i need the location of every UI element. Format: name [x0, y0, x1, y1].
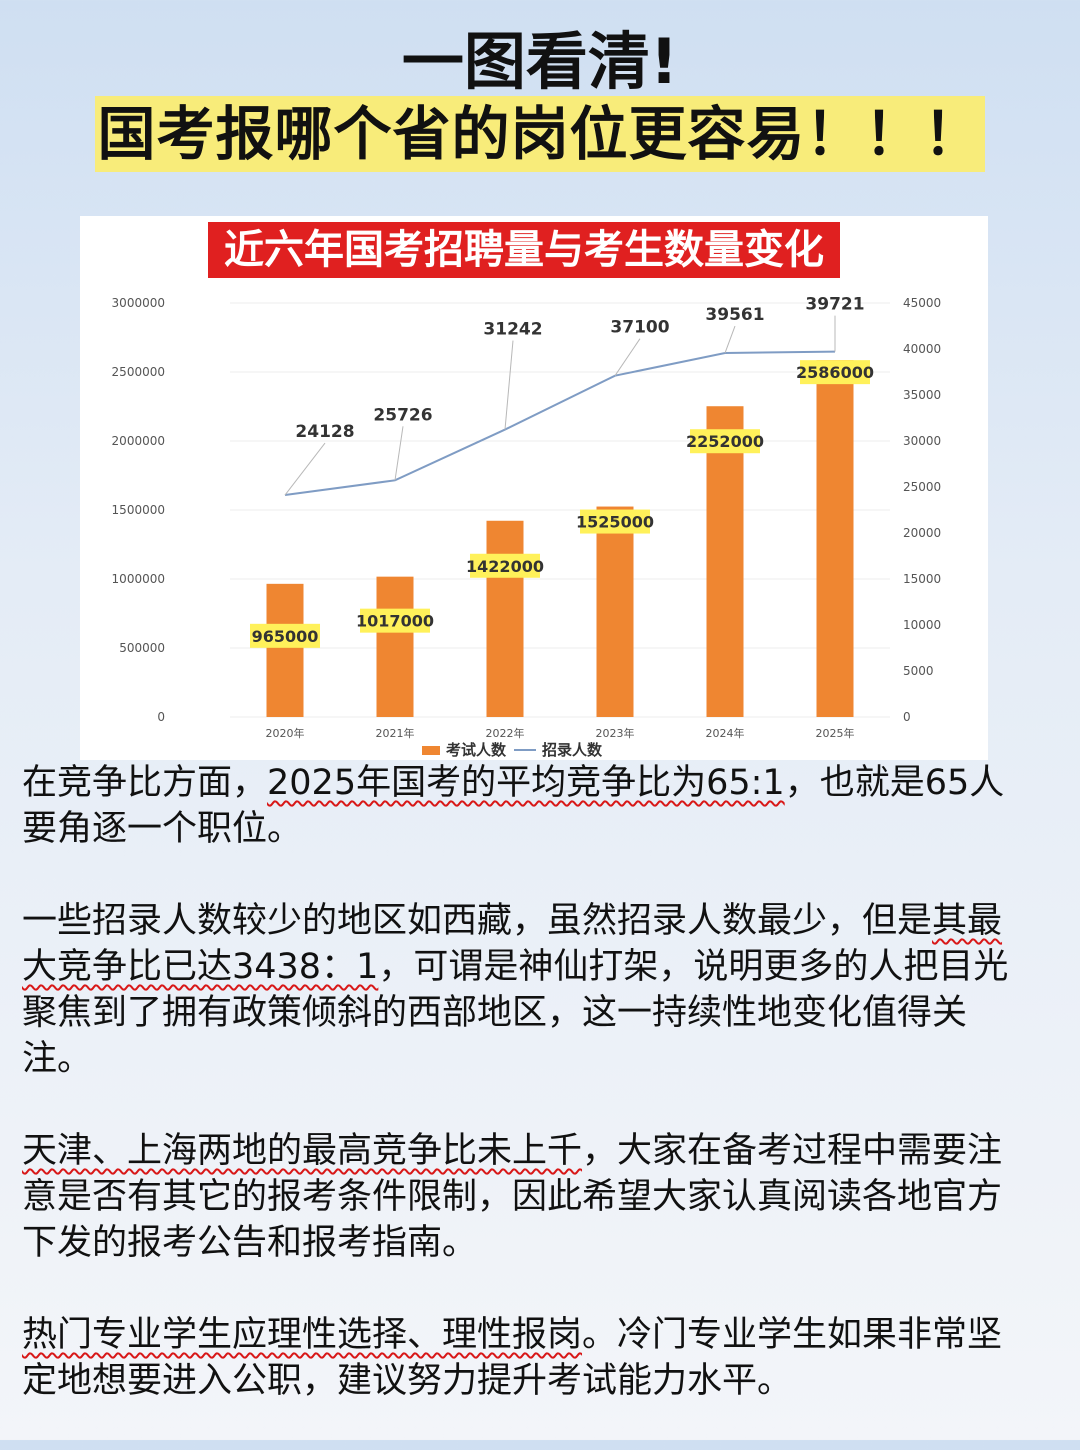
bar-label-bg	[690, 429, 760, 454]
y-right-tick-label: 15000	[903, 572, 941, 586]
bar-data-label-2024年: 2252000	[686, 432, 764, 451]
paragraph-2: 一些招录人数较少的地区如西藏，虽然招录人数最少，但是其最大竞争比已达3438：1…	[22, 898, 1032, 1082]
legend-label-line: 招录人数	[542, 741, 603, 759]
legend-swatch-bar	[422, 746, 440, 755]
x-tick-label: 2021年	[376, 726, 415, 740]
page-subtitle: 国考报哪个省的岗位更容易！！！	[95, 96, 985, 172]
y-right-tick-label: 10000	[903, 618, 941, 632]
paragraph-2-pre: 一些招录人数较少的地区如西藏，虽然招录人数最少，但是	[22, 901, 933, 941]
article-body: 在竞争比方面，2025年国考的平均竞争比为65:1，也就是65人要角逐一个职位。…	[22, 760, 1032, 1450]
line-recruit	[284, 350, 836, 497]
legend-label-bar: 考试人数	[446, 741, 507, 759]
bar-exam-2025年	[816, 360, 854, 717]
bar-label-bg	[580, 509, 650, 534]
x-tick-label: 2023年	[596, 726, 635, 740]
y-left-tick-label: 500000	[119, 641, 165, 655]
bar-exam-2020年	[266, 583, 304, 717]
line-data-label-2022年: 31242	[483, 320, 542, 340]
paragraph-3: 天津、上海两地的最高竞争比未上千，大家在备考过程中需要注意是否有其它的报考条件限…	[22, 1128, 1032, 1266]
y-left-tick-label: 0	[157, 710, 165, 724]
y-left-tick-label: 1000000	[112, 572, 165, 586]
y-right-tick-label: 0	[903, 710, 911, 724]
chart: 0 500000 1000000 1500000 2000000 2500000 30000…	[112, 295, 942, 759]
bar-exam-2024年	[706, 406, 744, 717]
y-right-tick-label: 30000	[903, 434, 941, 448]
paragraph-2-post: ，可谓是神仙打架，说明更多的人把目光聚焦到了拥有政策倾斜的西部地区，这一持续性地…	[22, 947, 1009, 1079]
paragraph-1-pre: 在竞争比方面，	[22, 763, 268, 803]
paragraph-1: 在竞争比方面，2025年国考的平均竞争比为65:1，也就是65人要角逐一个职位。	[22, 760, 1032, 852]
bar-exam-2023年	[596, 506, 634, 717]
line-data-label-2021年: 25726	[373, 405, 432, 425]
bar-data-label-2025年: 2586000	[796, 363, 874, 382]
x-tick-label: 2022年	[486, 726, 525, 740]
paragraph-3-post: ，大家在备考过程中需要注意是否有其它的报考条件限制，因此希望大家认真阅读各地官方…	[22, 1131, 1003, 1263]
chart-title: 近六年国考招聘量与考生数量变化	[208, 222, 840, 278]
line-label-leader	[504, 340, 514, 430]
paragraph-4-highlight: 热门专业学生应理性选择、理性报岗	[22, 1315, 583, 1355]
line-label-leader	[614, 338, 641, 376]
bar-label-bg	[470, 553, 540, 578]
line-data-label-2020年: 24128	[295, 422, 354, 442]
y-right-tick-label: 20000	[903, 526, 941, 540]
line-label-leader	[394, 426, 404, 481]
bar-label-bg	[250, 623, 320, 648]
bar-data-label-2022年: 1422000	[466, 557, 544, 576]
bar-data-label-2023年: 1525000	[576, 513, 654, 532]
paragraph-1-post: ，也就是65人要角逐一个职位。	[22, 763, 1005, 849]
page-title: 一图看清!	[401, 25, 679, 98]
x-tick-label: 2024年	[706, 726, 745, 740]
y-right-tick-label: 25000	[903, 480, 941, 494]
paragraph-4-post: 。冷门专业学生如果非常坚定地想要进入公职，建议努力提升考试能力水平。	[22, 1315, 1003, 1401]
paragraph-4: 热门专业学生应理性选择、理性报岗。冷门专业学生如果非常坚定地想要进入公职，建议努…	[22, 1312, 1032, 1404]
chart-card: 0 500000 1000000 1500000 2000000 2500000 30000…	[80, 216, 988, 760]
bar-data-label-2020年: 965000	[252, 627, 319, 646]
line-label-leader	[284, 442, 326, 496]
x-tick-label: 2020年	[266, 726, 305, 740]
paragraph-2-highlight: 其最大竞争比已达3438：1	[22, 901, 1003, 987]
bar-label-bg	[800, 360, 870, 385]
y-left-tick-label: 2500000	[112, 365, 165, 379]
x-tick-label: 2025年	[816, 726, 855, 740]
y-right-tick-label: 5000	[903, 664, 934, 678]
line-data-label-2024年: 39561	[705, 305, 764, 325]
y-right-tick-label: 40000	[903, 342, 941, 356]
y-left-tick-label: 3000000	[112, 296, 165, 310]
y-right-tick-label: 45000	[903, 296, 941, 310]
line-label-leader	[724, 325, 736, 354]
paragraph-3-highlight: 天津、上海两地的最高竞争比未上千	[22, 1131, 583, 1171]
y-left-tick-label: 2000000	[112, 434, 165, 448]
line-data-label-2023年: 37100	[610, 318, 669, 338]
paragraph-1-highlight: 2025年国考的平均竞争比为65:1	[267, 763, 785, 803]
y-right-tick-label: 35000	[903, 388, 941, 402]
bar-label-bg	[360, 608, 430, 633]
y-left-tick-label: 1500000	[112, 503, 165, 517]
bar-exam-2021年	[376, 576, 414, 717]
bar-exam-2022年	[486, 520, 524, 717]
bar-data-label-2021年: 1017000	[356, 612, 434, 631]
line-data-label-2025年: 39721	[805, 295, 864, 315]
